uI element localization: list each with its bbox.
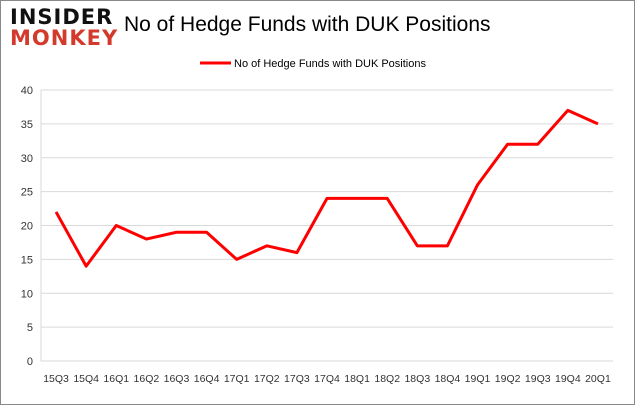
x-tick-label: 17Q3 [284, 373, 310, 385]
y-tick-label: 35 [21, 119, 33, 131]
x-tick-label: 15Q3 [43, 373, 69, 385]
y-tick-label: 20 [21, 221, 33, 233]
x-tick-label: 19Q3 [525, 373, 551, 385]
y-tick-label: 40 [21, 85, 33, 97]
x-tick-label: 19Q1 [465, 373, 491, 385]
x-tick-label: 16Q1 [103, 373, 129, 385]
x-tick-label: 16Q2 [134, 373, 160, 385]
x-tick-label: 15Q4 [73, 373, 99, 385]
x-tick-label: 19Q4 [555, 373, 581, 385]
y-tick-label: 25 [21, 187, 33, 199]
x-tick-label: 18Q4 [435, 373, 461, 385]
x-tick-label: 18Q1 [344, 373, 370, 385]
chart-title: No of Hedge Funds with DUK Positions [124, 13, 491, 36]
x-tick-label: 20Q1 [585, 373, 611, 385]
y-tick-label: 0 [27, 356, 33, 368]
x-tick-label: 18Q2 [374, 373, 400, 385]
y-tick-label: 15 [21, 254, 33, 266]
x-tick-label: 16Q3 [164, 373, 190, 385]
x-tick-label: 16Q4 [194, 373, 220, 385]
x-tick-label: 19Q2 [495, 373, 521, 385]
y-tick-label: 10 [21, 288, 33, 300]
series-line [54, 108, 599, 268]
y-tick-label: 5 [27, 322, 33, 334]
y-tick-label: 30 [21, 153, 33, 165]
insider-monkey-logo: INSIDER MONKEY [10, 7, 118, 49]
x-tick-label: 17Q4 [314, 373, 340, 385]
x-tick-label: 17Q1 [224, 373, 250, 385]
logo-line1: INSIDER [10, 5, 114, 29]
logo-line2: MONKEY [10, 26, 119, 50]
legend-label: No of Hedge Funds with DUK Positions [234, 58, 426, 70]
x-tick-label: 17Q2 [254, 373, 280, 385]
x-tick-label: 18Q3 [404, 373, 430, 385]
